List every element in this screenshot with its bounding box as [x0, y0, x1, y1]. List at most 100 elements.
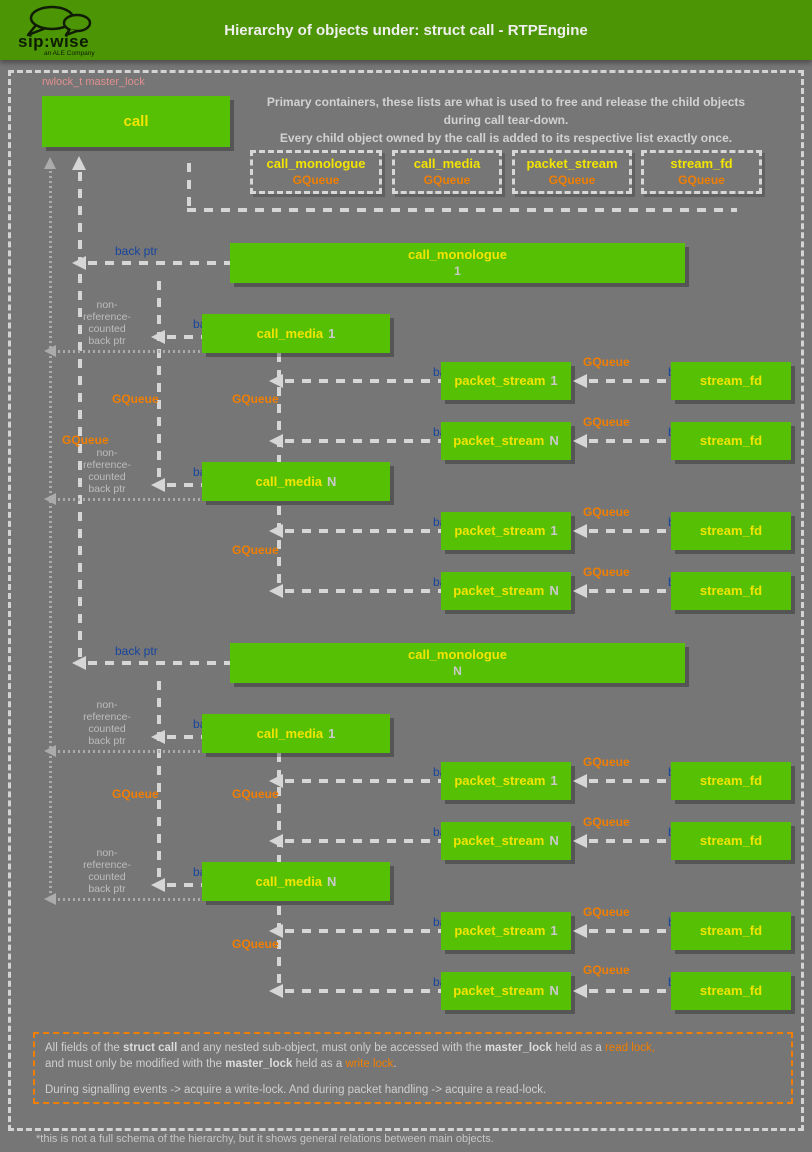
monologue-title: call_monologue: [408, 247, 507, 262]
left-arrowhead: [151, 730, 165, 744]
footnote: *this is not a full schema of the hierar…: [36, 1133, 494, 1145]
back-ptr-label: back ptr: [115, 644, 158, 658]
left-arrowhead: [573, 924, 587, 938]
back-ptr-label: back ptr: [115, 244, 158, 258]
note-line-3: During signalling events -> acquire a wr…: [45, 1084, 547, 1096]
backptr-line: [88, 261, 230, 265]
backptr-line: [285, 989, 441, 993]
non-ref-branch: [58, 898, 202, 901]
left-arrowhead: [573, 774, 587, 788]
note-box: All fields of the struct call and any ne…: [33, 1032, 793, 1104]
left-arrowhead: [573, 984, 587, 998]
gqueue-label: GQueue: [583, 355, 630, 369]
backptr-line: [167, 883, 202, 887]
non-ref-branch: [58, 498, 202, 501]
backptr-line: [589, 779, 671, 783]
gqueue-label: GQueue: [583, 755, 630, 769]
left-arrowhead: [269, 984, 283, 998]
monologue-box-1: call_monologue 1: [230, 243, 685, 283]
non-ref-label-block: non- reference- counted back ptr: [83, 699, 131, 747]
stream-fd-box-6: stream_fd: [671, 822, 791, 860]
backptr-line: [589, 529, 671, 533]
left-arrowhead: [151, 330, 165, 344]
packet-stream-box-3: packet_stream 1: [441, 512, 571, 550]
media-title: call_media: [256, 325, 324, 341]
logo-brand: sip:wise: [18, 32, 90, 51]
non-ref-branch: [58, 750, 202, 753]
container-title: call_media: [413, 156, 481, 171]
backptr-line: [285, 529, 441, 533]
stream-fd-box-8: stream_fd: [671, 972, 791, 1010]
gqueue-label: GQueue: [112, 787, 159, 801]
packet-stream-box-7: packet_stream 1: [441, 912, 571, 950]
left-arrowhead: [269, 434, 283, 448]
left-arrowhead: [151, 478, 165, 492]
monologue-index: 1: [454, 264, 461, 278]
gqueue-label: GQueue: [583, 963, 630, 977]
call-box: call: [42, 96, 230, 147]
monologue-title: call_monologue: [408, 647, 507, 662]
backptr-line: [589, 839, 671, 843]
backptr-line: [285, 779, 441, 783]
backptr-line: [285, 439, 441, 443]
container-gqueue-label: GQueue: [548, 173, 596, 187]
media-box-4: call_media N: [202, 862, 390, 901]
dotted-left-arrowhead: [44, 745, 56, 757]
packet-stream-box-6: packet_stream N: [441, 822, 571, 860]
intro-line-1: Primary containers, these lists are what…: [266, 95, 746, 109]
left-arrowhead: [573, 524, 587, 538]
non-ref-label-block: non- reference- counted back ptr: [83, 847, 131, 895]
left-arrowhead: [72, 256, 86, 270]
backptr-line: [589, 989, 671, 993]
header: sip:wise an ALE Company Hierarchy of obj…: [0, 0, 812, 60]
gqueue-label: GQueue: [232, 787, 279, 801]
gqueue-label: GQueue: [583, 815, 630, 829]
container-title: stream_fd: [670, 156, 733, 171]
speech-bubbles-icon: [26, 5, 92, 37]
backptr-line: [589, 379, 671, 383]
container-gqueue-label: GQueue: [292, 173, 340, 187]
gqueue-label: GQueue: [232, 392, 279, 406]
container-gqueue-label: GQueue: [423, 173, 471, 187]
backptr-line: [285, 589, 441, 593]
packet-stream-box-2: packet_stream N: [441, 422, 571, 460]
diagram-frame: [8, 70, 804, 1131]
left-arrowhead: [573, 374, 587, 388]
note-line-2: and must only be modified with the maste…: [45, 1058, 397, 1070]
packet-stream-box-4: packet_stream N: [441, 572, 571, 610]
left-arrowhead: [573, 584, 587, 598]
left-arrowhead: [573, 834, 587, 848]
gqueue-label: GQueue: [232, 937, 279, 951]
master-lock-label: rwlock_t master_lock: [42, 76, 145, 88]
stream-fd-box-5: stream_fd: [671, 762, 791, 800]
packet-stream-box-1: packet_stream 1: [441, 362, 571, 400]
left-arrowhead: [269, 924, 283, 938]
gqueue-label: GQueue: [583, 505, 630, 519]
backptr-line: [88, 661, 230, 665]
sipwise-logo: sip:wise an ALE Company: [14, 4, 114, 58]
backptr-line: [589, 439, 671, 443]
backptr-line: [589, 589, 671, 593]
backptr-line: [167, 335, 202, 339]
backptr-line: [285, 839, 441, 843]
call-monologue-gqueue-line: [78, 172, 82, 662]
monologue-box-2: call_monologue N: [230, 643, 685, 683]
media-gqueue-line-1: [157, 281, 161, 485]
gqueue-label: GQueue: [112, 392, 159, 406]
call-box-label: call: [123, 112, 149, 130]
container-box-stream-fd: stream_fd GQueue: [641, 150, 762, 194]
backptr-line: [285, 379, 441, 383]
dotted-up-arrowhead: [44, 157, 56, 169]
monologue-index: N: [453, 664, 462, 678]
left-arrowhead: [151, 878, 165, 892]
left-arrowhead: [269, 524, 283, 538]
container-title: packet_stream: [526, 156, 618, 171]
intro-text: Primary containers, these lists are what…: [258, 93, 754, 147]
backptr-line: [589, 929, 671, 933]
dotted-left-arrowhead: [44, 893, 56, 905]
stream-fd-box-7: stream_fd: [671, 912, 791, 950]
backptr-line: [285, 929, 441, 933]
media-box-3: call_media 1: [202, 714, 390, 753]
container-box-call-media: call_media GQueue: [392, 150, 502, 194]
